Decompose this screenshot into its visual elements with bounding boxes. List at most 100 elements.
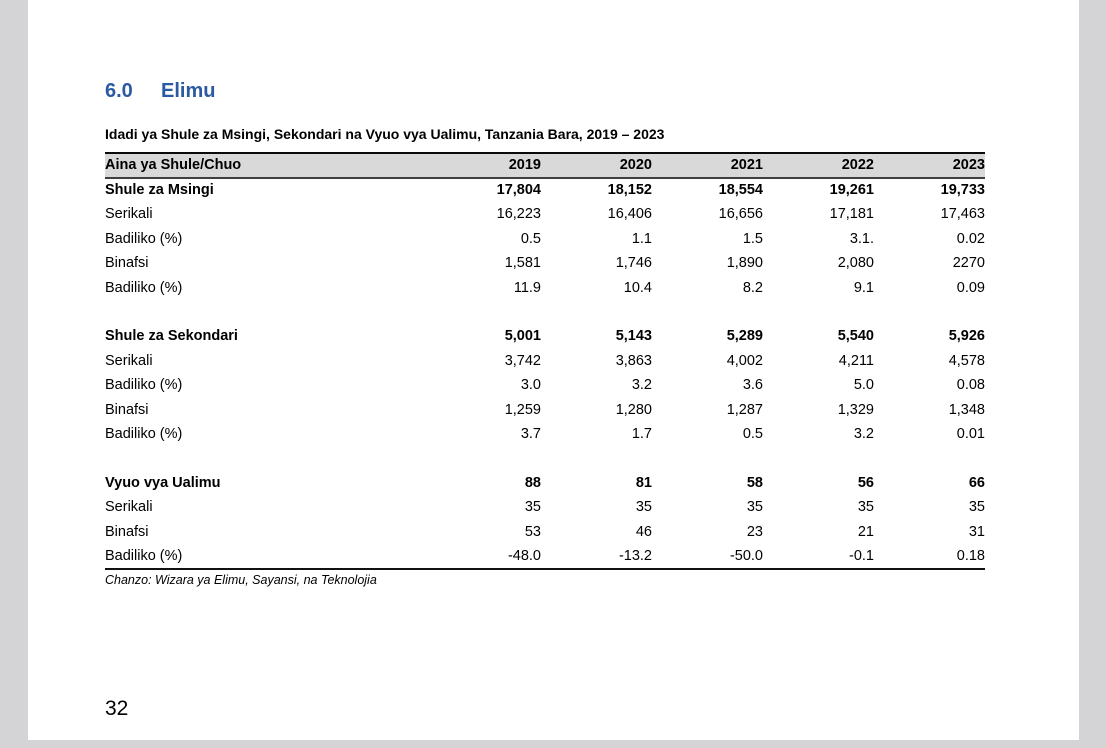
value-cell: 88 bbox=[524, 474, 541, 491]
section-title: Elimu bbox=[161, 80, 216, 102]
row-label: Vyuo vya Ualimu bbox=[105, 474, 221, 491]
value-cell: 1,259 bbox=[504, 401, 541, 418]
value-cell: 3.6 bbox=[742, 377, 763, 394]
table-row: Badiliko (%) 3.0 3.2 3.6 5.0 0.08 bbox=[105, 373, 985, 398]
value-cell: 17,463 bbox=[940, 206, 985, 223]
value-cell: 0.08 bbox=[956, 377, 985, 394]
value-cell: 2270 bbox=[952, 255, 985, 272]
table-row: Binafsi 1,581 1,746 1,890 2,080 2270 bbox=[105, 251, 985, 276]
value-cell: 10.4 bbox=[623, 279, 652, 296]
value-cell: 3,863 bbox=[615, 352, 652, 369]
section-heading: 6.0 Elimu bbox=[105, 78, 985, 104]
value-cell: 0.5 bbox=[520, 230, 541, 247]
value-cell: 3.2 bbox=[631, 377, 652, 394]
table-row: Shule za Msingi 17,804 18,152 18,554 19,261 1… bbox=[105, 178, 985, 203]
value-cell: 0.18 bbox=[956, 547, 985, 564]
spacer-row bbox=[105, 300, 985, 324]
value-cell: 35 bbox=[968, 499, 985, 516]
value-cell: 3.7 bbox=[520, 426, 541, 443]
table-title: Idadi ya Shule za Msingi, Sekondari na V… bbox=[105, 126, 665, 142]
value-cell: 18,152 bbox=[607, 182, 652, 199]
row-label: Badiliko (%) bbox=[105, 279, 183, 296]
value-cell: 4,578 bbox=[948, 352, 985, 369]
value-cell: 5,540 bbox=[837, 328, 874, 345]
table-header-row: Aina ya Shule/Chuo 2019 2020 2021 2022 2023 bbox=[105, 153, 985, 178]
value-cell: 17,181 bbox=[829, 206, 874, 223]
column-header-year: 2021 bbox=[730, 157, 763, 174]
value-cell: 1.7 bbox=[631, 426, 652, 443]
column-header-year: 2019 bbox=[508, 157, 541, 174]
value-cell: 1,287 bbox=[726, 401, 763, 418]
row-label: Badiliko (%) bbox=[105, 230, 183, 247]
row-label: Binafsi bbox=[105, 401, 149, 418]
value-cell: 35 bbox=[857, 499, 874, 516]
table-row: Serikali 16,223 16,406 16,656 17,181 17,463 bbox=[105, 202, 985, 227]
table-row: Binafsi 53 46 23 21 31 bbox=[105, 520, 985, 545]
value-cell: 35 bbox=[746, 499, 763, 516]
table-row: Vyuo vya Ualimu 88 81 58 56 66 bbox=[105, 471, 985, 496]
value-cell: -0.1 bbox=[849, 547, 874, 564]
page-content: 6.0 Elimu Idadi ya Shule za Msingi, Seko… bbox=[28, 0, 1079, 740]
table-head: Aina ya Shule/Chuo 2019 2020 2021 2022 2023 bbox=[105, 153, 985, 178]
row-label: Binafsi bbox=[105, 255, 149, 272]
value-cell: 4,211 bbox=[838, 352, 874, 369]
table-row: Binafsi 1,259 1,280 1,287 1,329 1,348 bbox=[105, 398, 985, 423]
table-row: Serikali 35 35 35 35 35 bbox=[105, 495, 985, 520]
value-cell: 1,280 bbox=[615, 401, 652, 418]
value-cell: 5,926 bbox=[948, 328, 985, 345]
value-cell: -48.0 bbox=[507, 547, 541, 564]
value-cell: 3,742 bbox=[504, 352, 541, 369]
table-row: Shule za Sekondari 5,001 5,143 5,289 5,540 5,… bbox=[105, 324, 985, 349]
value-cell: 66 bbox=[968, 474, 985, 491]
page-number: 32 bbox=[105, 697, 129, 720]
value-cell: 19,261 bbox=[829, 182, 874, 199]
value-cell: 11.9 bbox=[513, 279, 541, 296]
table-body: Shule za Msingi 17,804 18,152 18,554 19,261 1… bbox=[105, 178, 985, 569]
value-cell: 31 bbox=[968, 523, 985, 540]
column-header-year: 2023 bbox=[952, 157, 985, 174]
value-cell: 0.09 bbox=[956, 279, 985, 296]
value-cell: -50.0 bbox=[729, 547, 763, 564]
value-cell: 1.1 bbox=[631, 230, 652, 247]
value-cell: 46 bbox=[635, 523, 652, 540]
value-cell: 3.1. bbox=[849, 230, 874, 247]
column-header-year: 2020 bbox=[619, 157, 652, 174]
row-label: Shule za Sekondari bbox=[105, 328, 238, 345]
row-label: Badiliko (%) bbox=[105, 547, 183, 564]
row-label: Binafsi bbox=[105, 523, 149, 540]
value-cell: 5,289 bbox=[726, 328, 763, 345]
value-cell: 17,804 bbox=[496, 182, 541, 199]
value-cell: 3.2 bbox=[853, 426, 874, 443]
column-header-year: 2022 bbox=[841, 157, 874, 174]
value-cell: 9.1 bbox=[853, 279, 874, 296]
value-cell: 1,890 bbox=[726, 255, 763, 272]
value-cell: 16,406 bbox=[607, 206, 652, 223]
value-cell: 1,581 bbox=[504, 255, 541, 272]
table-row: Badiliko (%) 3.7 1.7 0.5 3.2 0.01 bbox=[105, 422, 985, 447]
table-row: Badiliko (%) -48.0 -13.2 -50.0 -0.1 0.18 bbox=[105, 544, 985, 569]
value-cell: 5,143 bbox=[615, 328, 652, 345]
value-cell: 35 bbox=[524, 499, 541, 516]
value-cell: 21 bbox=[857, 523, 874, 540]
spacer-cell bbox=[105, 447, 985, 471]
value-cell: 1,746 bbox=[615, 255, 652, 272]
value-cell: 16,656 bbox=[718, 206, 763, 223]
value-cell: -13.2 bbox=[618, 547, 652, 564]
row-label: Badiliko (%) bbox=[105, 377, 183, 394]
value-cell: 0.02 bbox=[956, 230, 985, 247]
spacer-cell bbox=[105, 300, 985, 324]
value-cell: 58 bbox=[746, 474, 763, 491]
row-label: Badiliko (%) bbox=[105, 426, 183, 443]
table-row: Serikali 3,742 3,863 4,002 4,211 4,578 bbox=[105, 349, 985, 374]
source-note: Chanzo: Wizara ya Elimu, Sayansi, na Tek… bbox=[105, 572, 377, 587]
value-cell: 5.0 bbox=[853, 377, 874, 394]
row-label: Serikali bbox=[105, 352, 153, 369]
value-cell: 35 bbox=[635, 499, 652, 516]
value-cell: 53 bbox=[524, 523, 541, 540]
value-cell: 5,001 bbox=[504, 328, 541, 345]
value-cell: 1,348 bbox=[948, 401, 985, 418]
value-cell: 81 bbox=[635, 474, 652, 491]
column-header-category: Aina ya Shule/Chuo bbox=[105, 157, 242, 174]
value-cell: 4,002 bbox=[726, 352, 763, 369]
